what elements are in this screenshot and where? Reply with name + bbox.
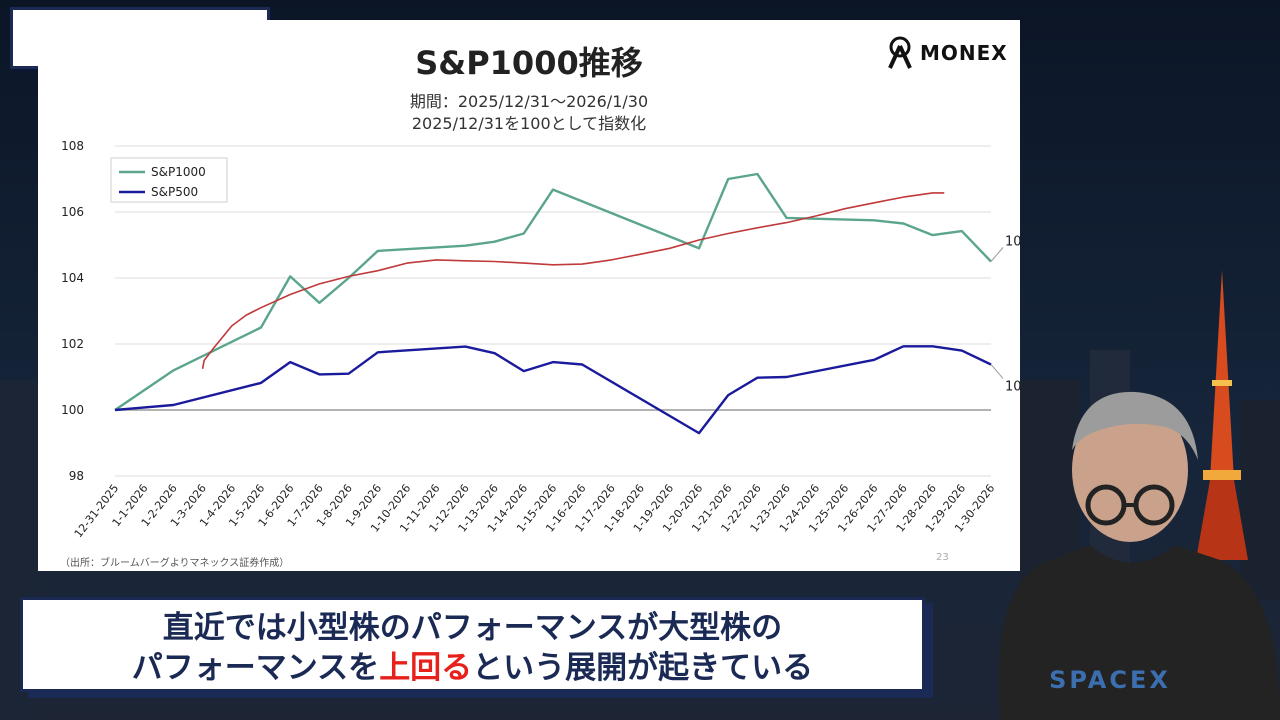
y-tick-label-104: 104 [61, 271, 84, 285]
caption-line-2-start: パフォーマンスを [131, 650, 380, 686]
annotation-label-104: 104 [1005, 235, 1020, 250]
caption-line-1: 直近では小型株のパフォーマンスが大型株の [162, 610, 783, 646]
chart-slide: S&P1000推移 期間：2025/12/31～2026/1/30 2025/1… [38, 20, 1020, 571]
shirt-text: SPACEX [1049, 666, 1171, 694]
source-note: （出所：ブルームバーグよりマネックス証券作成） [60, 558, 290, 569]
y-tick-label-108: 108 [61, 139, 84, 153]
series-line-sp1000 [114, 172, 992, 411]
chart-subtitle-period: 期間：2025/12/31～2026/1/30 [409, 92, 649, 111]
x-tick-label: 12-31-2025 [72, 482, 122, 540]
caption-line-2-end: という展開が起きている [472, 650, 814, 686]
y-tick-label-98: 98 [69, 469, 84, 483]
legend-label: S&P1000 [151, 165, 206, 179]
series-line-trend [201, 192, 945, 369]
y-tick-label-106: 106 [61, 205, 84, 219]
caption-line-2: パフォーマンスを上回るという展開が起きている [23, 648, 922, 688]
annotation-label-101: 101 [1005, 379, 1020, 394]
caption-highlight: 上回る [379, 650, 473, 686]
monex-logo-icon [888, 36, 912, 69]
series-line-sp500 [114, 345, 992, 435]
chart-subtitle-index-note: 2025/12/31を100として指数化 [411, 114, 647, 133]
legend-label: S&P500 [151, 185, 198, 199]
logo-text: MONEX [920, 41, 1008, 65]
line-chart: 9810010210410610812-31-20251-1-20261-2-2… [61, 139, 1020, 540]
chart-title: S&P1000推移 [415, 44, 643, 82]
y-tick-label-100: 100 [61, 403, 84, 417]
tokyo-tower [1196, 270, 1248, 560]
monex-logo: MONEX [886, 36, 1008, 70]
y-tick-label-102: 102 [61, 337, 84, 351]
presenter: SPACEX [998, 391, 1280, 720]
caption-banner: 直近では小型株のパフォーマンスが大型株の パフォーマンスを上回るという展開が起き… [20, 597, 925, 692]
annotation-leader [990, 247, 1004, 262]
page-number: 23 [936, 552, 949, 563]
annotation-leader [990, 364, 1004, 379]
legend-box [110, 157, 228, 203]
